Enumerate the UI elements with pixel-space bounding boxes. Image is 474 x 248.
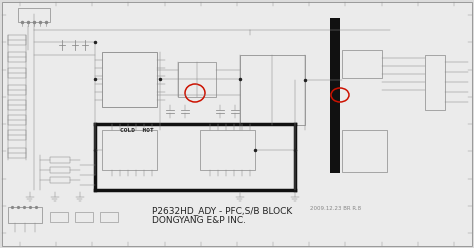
Bar	[8, 85, 26, 95]
Text: 2009.12.23 BR R.8: 2009.12.23 BR R.8	[310, 206, 361, 211]
Bar	[50, 212, 68, 222]
Text: COLD  HOT: COLD HOT	[120, 128, 154, 133]
Bar	[8, 207, 42, 223]
Text: P2632HD_ADY - PFC,S/B BLOCK: P2632HD_ADY - PFC,S/B BLOCK	[152, 206, 292, 215]
Bar	[178, 62, 216, 97]
Bar	[240, 55, 305, 125]
Bar	[18, 8, 50, 22]
Bar	[8, 148, 26, 158]
Bar	[100, 212, 118, 222]
Bar	[342, 50, 382, 78]
Bar	[425, 55, 445, 110]
Bar	[342, 130, 387, 172]
Bar	[8, 35, 26, 45]
Bar	[8, 52, 26, 62]
Bar	[102, 130, 157, 170]
Bar	[50, 167, 70, 173]
Text: DONGYANG E&P INC.: DONGYANG E&P INC.	[152, 216, 246, 225]
Bar	[8, 100, 26, 110]
Bar	[8, 130, 26, 140]
Bar	[330, 18, 340, 173]
Bar	[50, 177, 70, 183]
Bar	[8, 115, 26, 125]
Bar	[200, 130, 255, 170]
Bar	[50, 157, 70, 163]
Bar	[8, 68, 26, 78]
Bar	[75, 212, 93, 222]
Bar	[102, 52, 157, 107]
